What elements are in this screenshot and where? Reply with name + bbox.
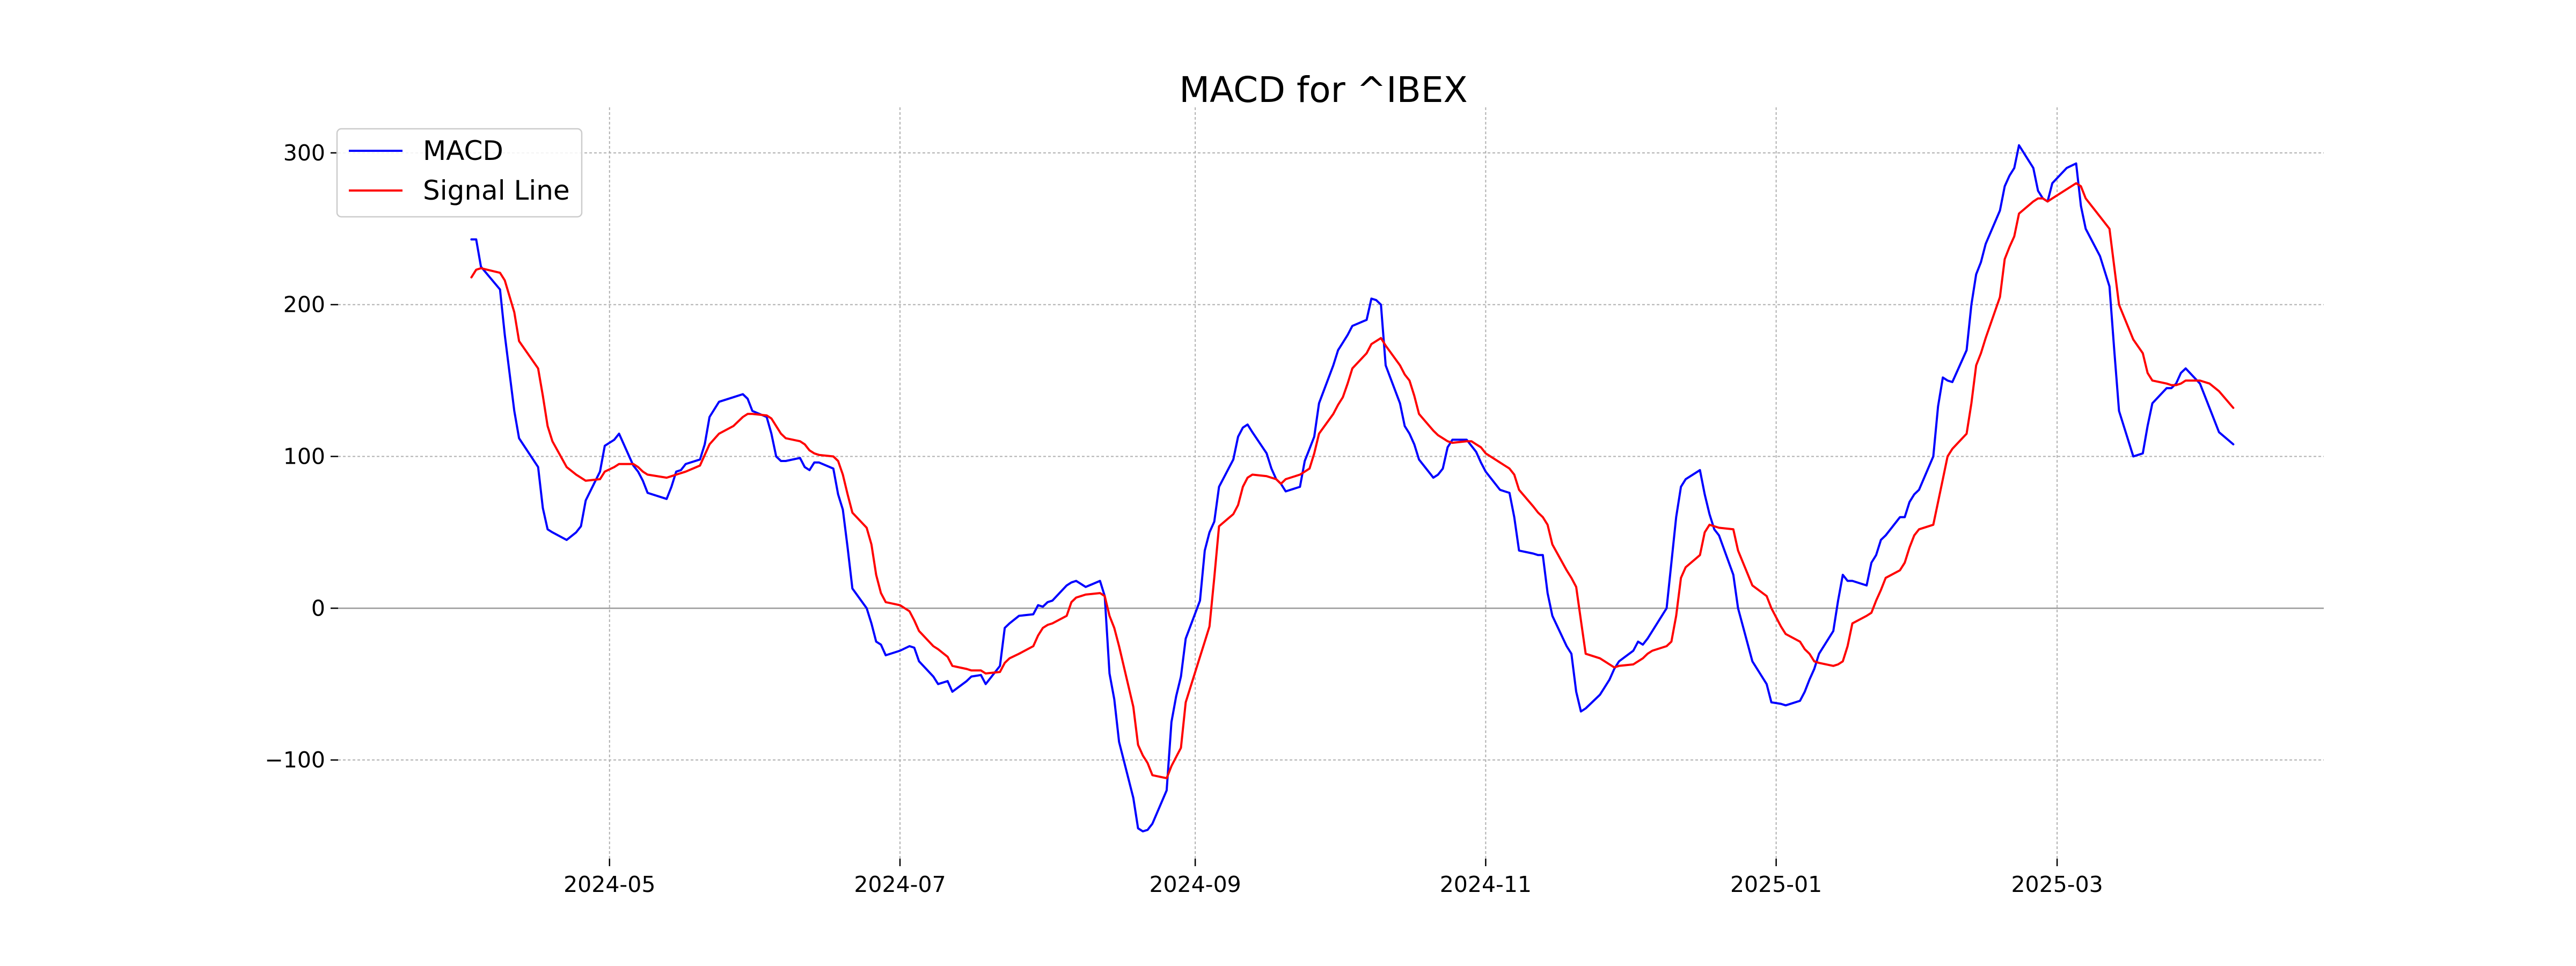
y-tick-label: 200 bbox=[283, 292, 325, 318]
legend: MACD Signal Line bbox=[336, 128, 583, 218]
series-line-signal-line bbox=[470, 182, 2235, 780]
y-tick-label: −100 bbox=[265, 747, 325, 773]
y-tick-label: 100 bbox=[283, 444, 325, 470]
x-tick-label: 2024-05 bbox=[564, 872, 655, 897]
x-tick-label: 2024-07 bbox=[854, 872, 946, 897]
y-tick-label: 0 bbox=[311, 595, 325, 621]
x-tick-label: 2024-09 bbox=[1149, 872, 1241, 897]
grid-lines bbox=[338, 107, 2324, 859]
x-tick-label: 2024-11 bbox=[1440, 872, 1532, 897]
series-lines bbox=[470, 144, 2235, 833]
y-tick-label: 300 bbox=[283, 140, 325, 166]
chart-title: MACD for ^IBEX bbox=[1179, 69, 1468, 111]
legend-label-macd: MACD bbox=[423, 135, 503, 166]
x-tick-label: 2025-03 bbox=[2011, 872, 2103, 897]
series-line-macd bbox=[470, 144, 2235, 833]
legend-label-signal-line: Signal Line bbox=[423, 175, 570, 206]
x-tick-label: 2025-01 bbox=[1730, 872, 1822, 897]
axes: −100 0 100 200 300 2024-05 2024-07 2024-09 2024-… bbox=[265, 140, 2103, 897]
